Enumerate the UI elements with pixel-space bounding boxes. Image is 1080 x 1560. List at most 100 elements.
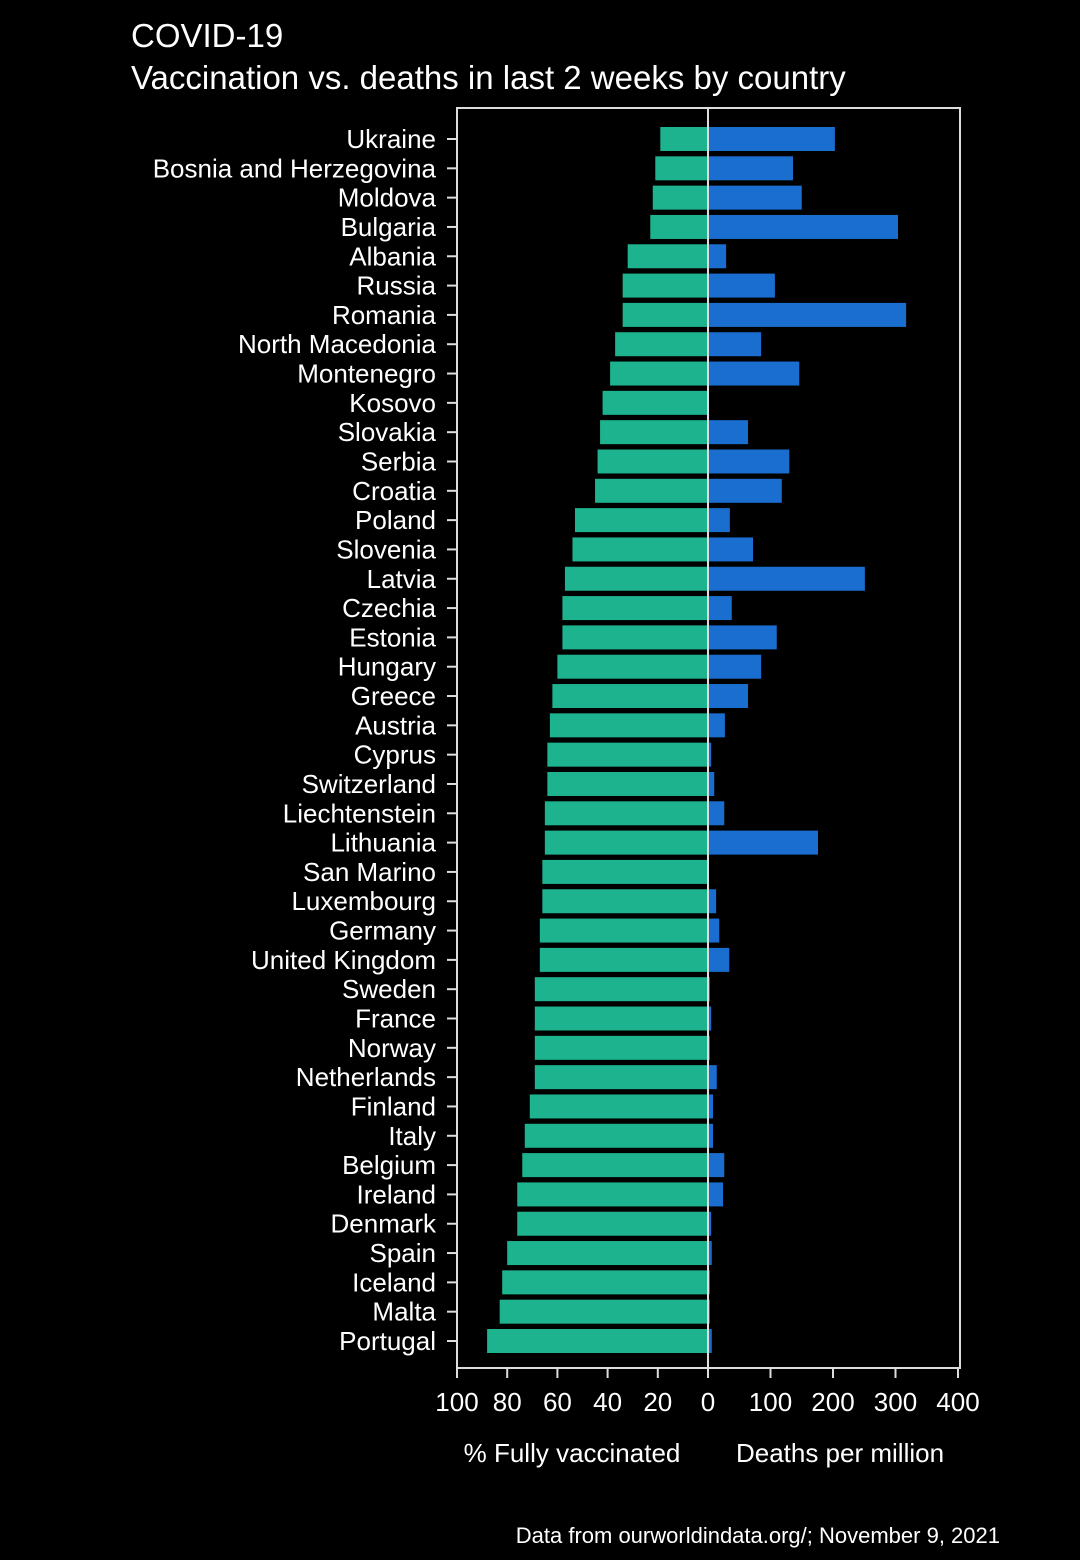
- bar-deaths: [708, 625, 777, 650]
- bar-deaths: [708, 1182, 723, 1207]
- y-tick-label: Ireland: [357, 1179, 437, 1209]
- bar-vaccinated: [572, 537, 708, 562]
- bar-deaths: [708, 185, 802, 210]
- y-tick-label: Portugal: [339, 1326, 436, 1356]
- bar-deaths: [708, 332, 762, 357]
- y-tick-label: Slovakia: [338, 417, 437, 447]
- y-tick-label: Liechtenstein: [283, 798, 436, 828]
- y-tick-label: Croatia: [352, 476, 436, 506]
- bar-vaccinated: [552, 684, 708, 709]
- bar-vaccinated: [655, 156, 708, 181]
- bar-deaths: [708, 1065, 717, 1090]
- y-tick-label: Denmark: [331, 1209, 437, 1239]
- bar-vaccinated: [534, 1065, 708, 1090]
- bar-deaths: [708, 273, 775, 298]
- chart-subtitle: Vaccination vs. deaths in last 2 weeks b…: [131, 59, 846, 96]
- bar-vaccinated: [549, 713, 708, 738]
- bar-vaccinated: [574, 508, 708, 533]
- bar-deaths: [708, 156, 793, 181]
- bar-vaccinated: [615, 332, 708, 357]
- bar-deaths: [708, 478, 782, 503]
- bar-vaccinated: [544, 801, 708, 826]
- x-tick-label-left: 40: [593, 1387, 622, 1417]
- y-tick-label: Finland: [351, 1091, 436, 1121]
- bar-vaccinated: [595, 478, 708, 503]
- y-tick-label: United Kingdom: [251, 945, 436, 975]
- x-tick-label-left: 0: [701, 1387, 715, 1417]
- bar-vaccinated: [542, 889, 708, 914]
- bar-vaccinated: [522, 1153, 708, 1178]
- y-tick-label: Moldova: [338, 183, 437, 213]
- x-tick-label-right: 300: [874, 1387, 917, 1417]
- y-tick-label: Norway: [348, 1033, 436, 1063]
- x-tick-label-left: 100: [435, 1387, 478, 1417]
- y-tick-label: Luxembourg: [291, 886, 436, 916]
- bar-vaccinated: [547, 742, 708, 767]
- x-tick-label-right: 200: [811, 1387, 854, 1417]
- bar-deaths: [708, 537, 753, 562]
- bar-vaccinated: [622, 302, 708, 327]
- bar-deaths: [708, 596, 732, 621]
- bar-vaccinated: [534, 977, 708, 1002]
- bar-vaccinated: [539, 947, 708, 972]
- bar-deaths: [708, 947, 730, 972]
- x-tick-label-right: 100: [749, 1387, 792, 1417]
- y-tick-label: Kosovo: [349, 388, 436, 418]
- y-tick-label: Serbia: [361, 446, 437, 476]
- bar-deaths: [708, 801, 725, 826]
- x-tick-label-right: 400: [936, 1387, 979, 1417]
- bar-deaths: [708, 1241, 712, 1266]
- bar-deaths: [708, 742, 712, 767]
- y-tick-label: Russia: [357, 271, 437, 301]
- bar-vaccinated: [597, 449, 708, 474]
- bar-deaths: [708, 508, 730, 533]
- bar-deaths: [708, 654, 762, 679]
- y-tick-label: Belgium: [342, 1150, 436, 1180]
- bar-deaths: [708, 1211, 712, 1236]
- bar-vaccinated: [502, 1270, 708, 1295]
- y-tick-label: Spain: [370, 1238, 437, 1268]
- bar-vaccinated: [600, 420, 708, 445]
- y-tick-label: Estonia: [349, 622, 436, 652]
- y-tick-label: Cyprus: [354, 740, 436, 770]
- y-tick-label: Malta: [372, 1297, 436, 1327]
- x-tick-label-left: 20: [643, 1387, 672, 1417]
- y-tick-label: Slovenia: [336, 534, 436, 564]
- y-tick-label: Germany: [329, 916, 436, 946]
- bar-vaccinated: [562, 596, 708, 621]
- y-tick-label: Sweden: [342, 974, 436, 1004]
- bar-vaccinated: [547, 771, 708, 796]
- bar-deaths: [708, 449, 790, 474]
- bar-deaths: [708, 830, 818, 855]
- y-tick-label: Latvia: [367, 564, 437, 594]
- bar-deaths: [708, 1094, 713, 1119]
- bar-vaccinated: [602, 390, 708, 415]
- bar-vaccinated: [652, 185, 708, 210]
- bar-deaths: [708, 566, 865, 591]
- y-tick-label: Czechia: [342, 593, 436, 623]
- bar-vaccinated: [487, 1329, 708, 1353]
- bar-vaccinated: [557, 654, 708, 679]
- bar-deaths: [708, 713, 725, 738]
- y-tick-label: Montenegro: [297, 359, 436, 389]
- y-tick-label: Netherlands: [296, 1062, 436, 1092]
- bar-vaccinated: [517, 1211, 708, 1236]
- bar-deaths: [708, 127, 835, 151]
- bar-deaths: [708, 244, 727, 269]
- bar-vaccinated: [499, 1299, 708, 1324]
- y-tick-label: San Marino: [303, 857, 436, 887]
- bar-vaccinated: [610, 361, 708, 386]
- bar-deaths: [708, 361, 800, 386]
- bar-vaccinated: [534, 1006, 708, 1031]
- y-tick-label: Switzerland: [302, 769, 436, 799]
- bar-vaccinated: [542, 859, 708, 884]
- y-tick-label: Italy: [388, 1121, 436, 1151]
- y-tick-label: Greece: [351, 681, 436, 711]
- y-tick-label: Austria: [355, 710, 436, 740]
- bar-vaccinated: [564, 566, 708, 591]
- bar-vaccinated: [660, 127, 708, 151]
- bar-vaccinated: [507, 1241, 708, 1266]
- source-note: Data from ourworldindata.org/; November …: [516, 1523, 1000, 1548]
- y-tick-label: Poland: [355, 505, 436, 535]
